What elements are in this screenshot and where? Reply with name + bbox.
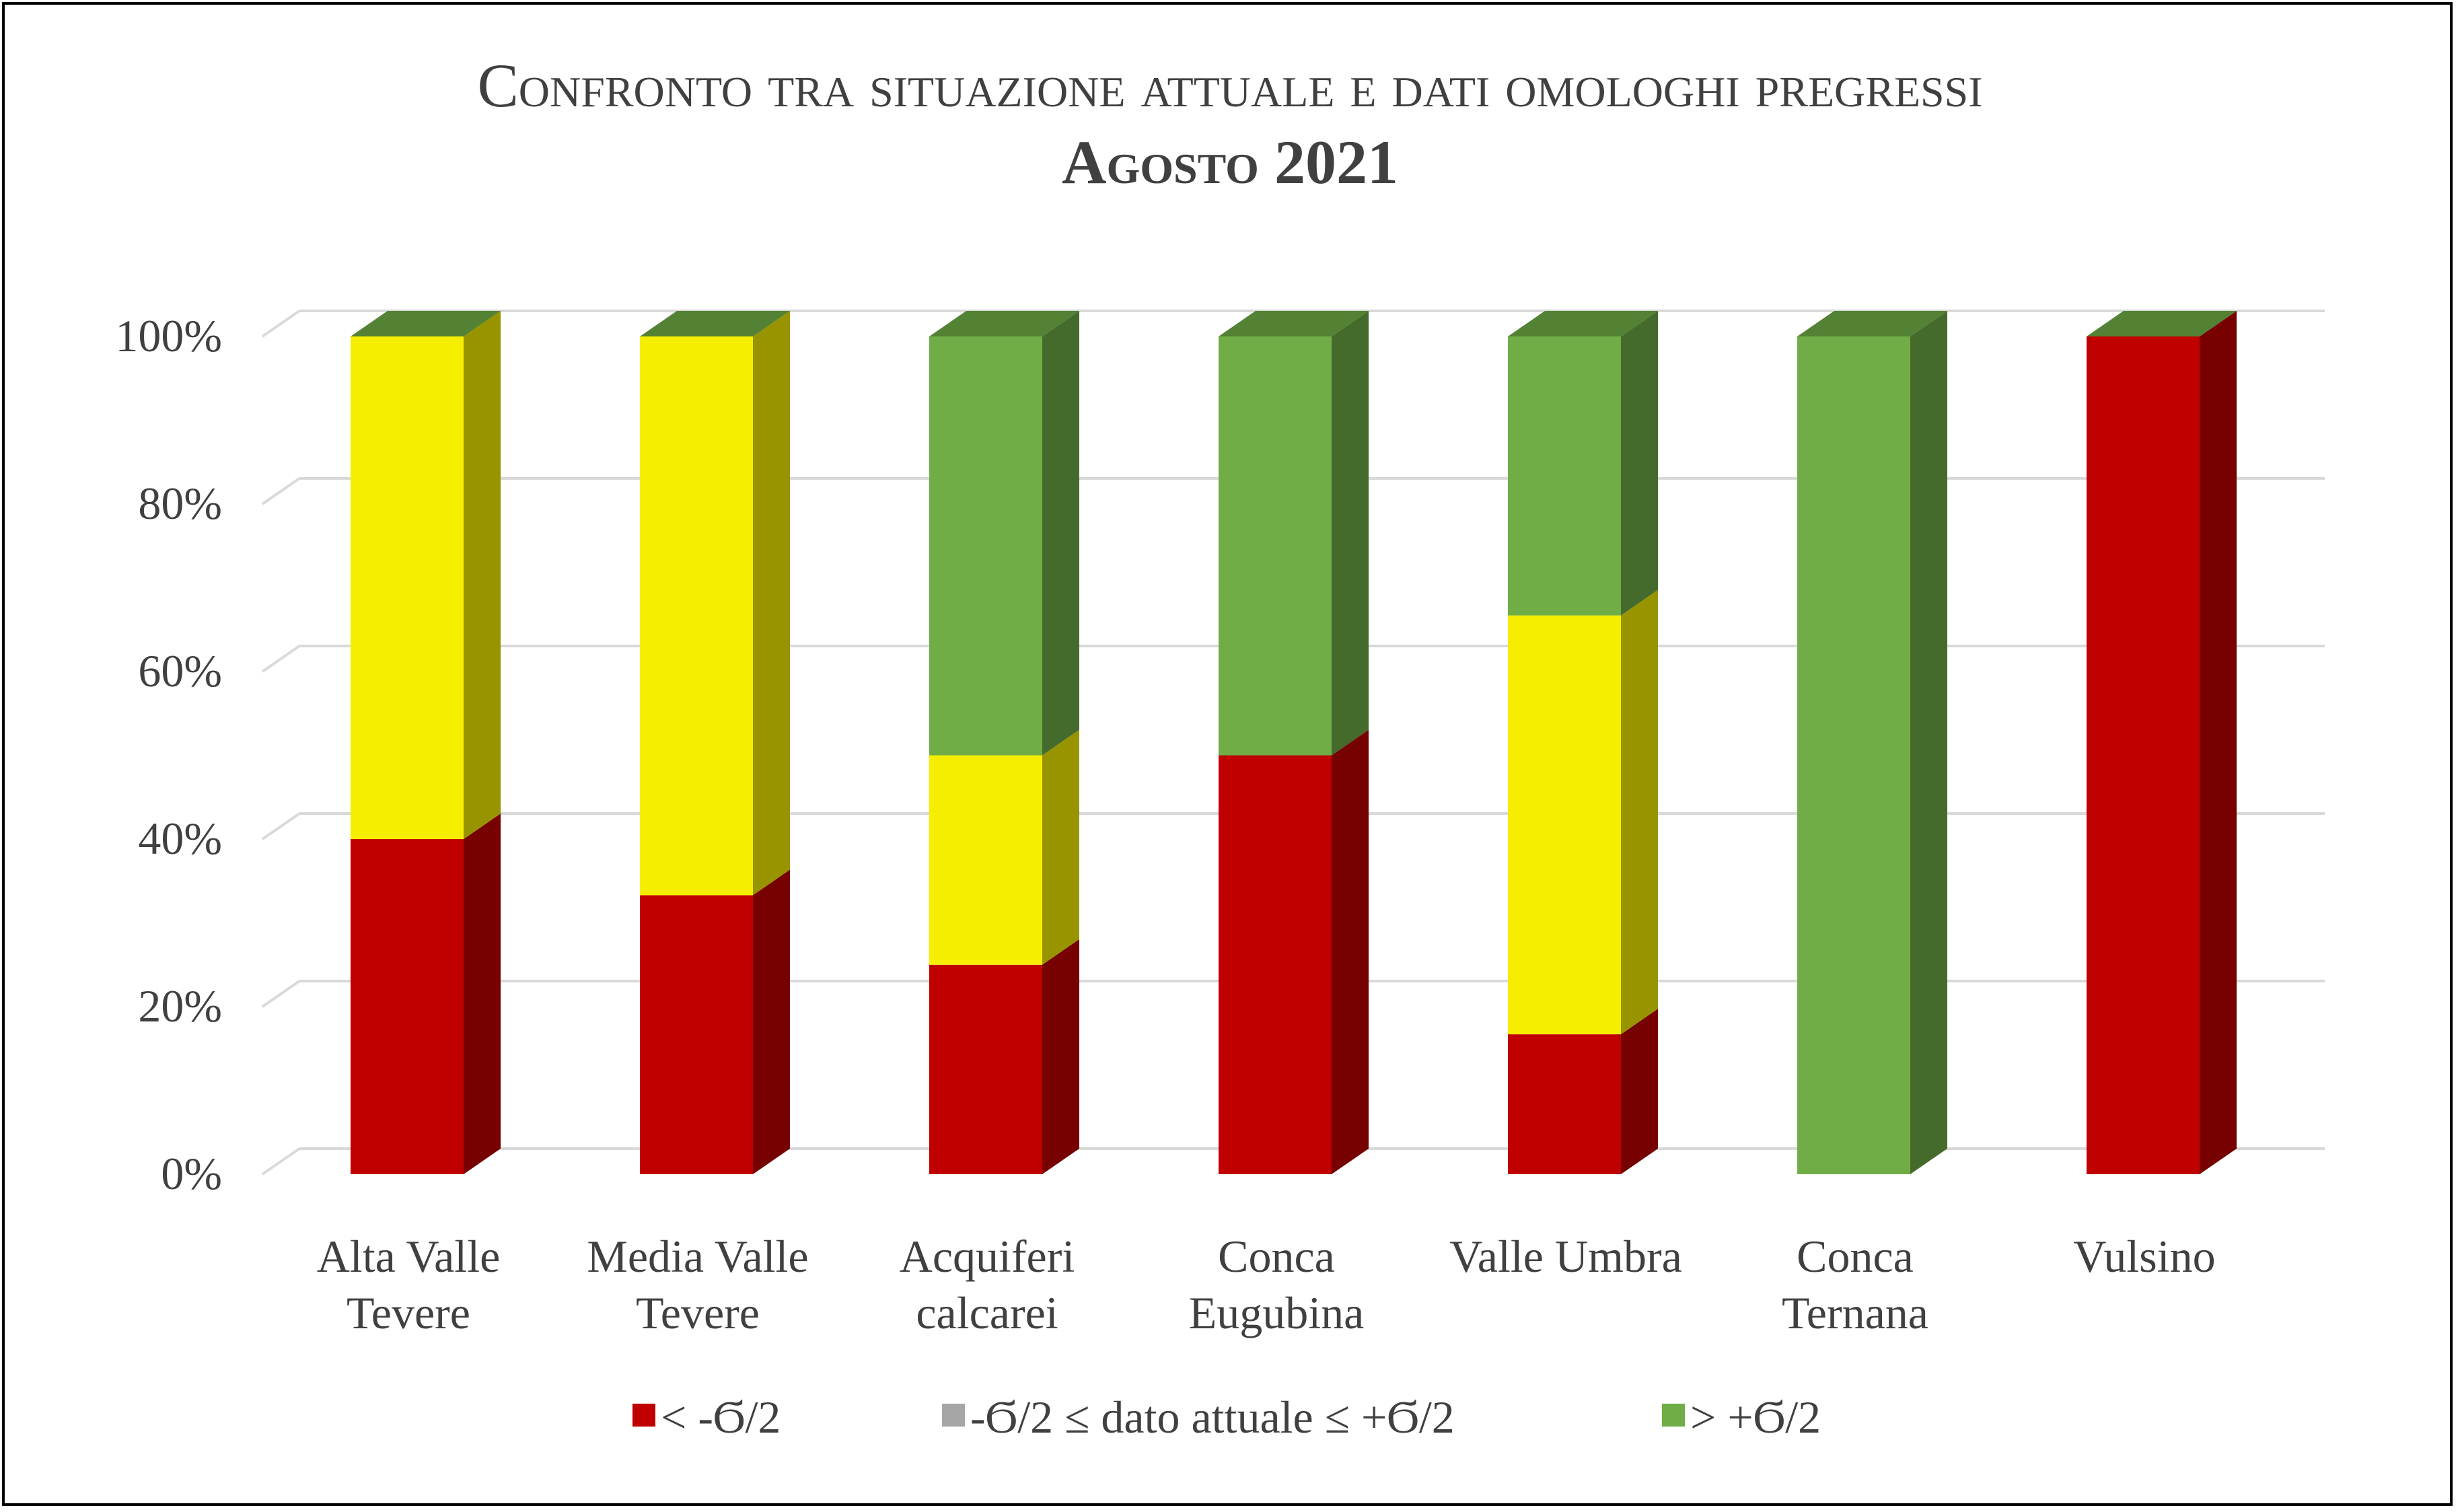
bar-segment-front [1219,336,1332,756]
bar-top-face [640,311,790,336]
gridline-diagonal [261,1147,301,1176]
y-tick-label: 0% [161,1148,222,1199]
gridline-diagonal [261,980,301,1008]
y-tick-label: 40% [138,813,222,864]
x-category-label-line: Conca [1797,1231,1914,1282]
x-category-label: Conca Ternana [1782,1231,1928,1338]
bar-segment-side [753,311,790,896]
chart-title: Confronto tra situazione attuale e dati … [477,51,1982,120]
x-category-label: Media Valle Tevere [587,1231,808,1338]
bar-stack [640,311,790,1174]
bar-segment-front [1219,755,1332,1174]
bar-segment-front [1508,615,1621,1035]
x-category-label-line: Ternana [1782,1287,1928,1338]
bar-stack [351,311,501,1174]
legend: < -Ϭ/2 -Ϭ/2 ≤ dato attuale ≤ +Ϭ/2 > +Ϭ/2 [632,1392,1821,1443]
gridline-diagonal [261,645,301,673]
bar-segment-front [640,895,753,1174]
x-category-label: Vulsino [2073,1231,2215,1282]
x-category-label-line: Valle Umbra [1449,1231,1682,1282]
legend-label: < -Ϭ/2 [661,1392,781,1443]
bar-segment-front [1508,1034,1621,1174]
legend-swatch [632,1404,655,1427]
bar-top-face [1797,311,1947,336]
legend-swatch [942,1404,965,1427]
bar-segment-front [1508,336,1621,616]
y-tick-label: 60% [138,645,222,696]
x-category-label-line: Tevere [636,1287,760,1338]
chart-subtitle: Agosto 2021 [1062,128,1398,196]
bar-segment-side [464,814,501,1174]
bar-top-face [351,311,501,336]
y-tick-label: 100% [115,310,222,361]
bar-segment-front [640,336,753,896]
x-category-label-line: Vulsino [2073,1231,2215,1282]
legend-label: -Ϭ/2 ≤ dato attuale ≤ +Ϭ/2 [970,1392,1455,1443]
x-category-label-line: Eugubina [1189,1287,1365,1338]
bar-segment-side [464,311,501,839]
gridline-diagonal [261,310,301,338]
bar-segment-side [753,869,790,1174]
bar-segment-front [929,964,1042,1174]
x-category-label-line: Acquiferi [900,1231,1075,1282]
bar-segment-front [351,839,464,1174]
bar-top-face [929,311,1079,336]
legend-swatch [1662,1404,1685,1427]
bar-segment-side [1332,729,1369,1174]
bar-segment-side [1332,311,1369,756]
x-category-label-line: Alta Valle [317,1231,501,1282]
bar-segment-front [2087,336,2200,1174]
bar-stack [1508,311,1658,1174]
bar-segment-side [1042,939,1079,1174]
bar-top-face [2087,311,2237,336]
gridline-diagonal [261,477,301,505]
bar-segment-side [1621,311,1658,616]
y-tick-label: 20% [138,980,222,1032]
bar-segment-side [1042,729,1079,965]
bar-stack [2087,311,2237,1174]
x-category-label: Valle Umbra [1449,1231,1682,1282]
bar-top-face [1508,311,1658,336]
bar-stack [1219,311,1369,1174]
gridline-diagonal [261,812,301,840]
legend-label: > +Ϭ/2 [1690,1392,1821,1443]
x-category-label-line: calcarei [916,1287,1058,1338]
bar-segment-side [1621,1009,1658,1174]
bars [351,311,2237,1174]
bar-segment-side [1910,311,1947,1174]
x-category-label: Conca Eugubina [1189,1231,1365,1338]
bar-segment-front [929,755,1042,965]
bar-segment-front [351,336,464,839]
x-category-label-line: Tevere [347,1287,470,1338]
bar-segment-front [1797,336,1910,1174]
y-tick-label: 80% [138,478,222,529]
bar-segment-side [1621,589,1658,1035]
bar-segment-side [2200,311,2237,1174]
x-category-label-line: Conca [1218,1231,1335,1282]
bar-stack [929,311,1079,1174]
bar-stack [1797,311,1947,1174]
bar-top-face [1219,311,1369,336]
bar-segment-side [1042,311,1079,756]
bar-segment-front [929,336,1042,756]
x-category-label: Alta Valle Tevere [317,1231,501,1338]
y-axis-ticks: 0% 20% 40% 60% 80% 100% [115,310,222,1199]
x-category-label: Acquiferi calcarei [900,1231,1075,1338]
x-category-label-line: Media Valle [587,1231,808,1282]
